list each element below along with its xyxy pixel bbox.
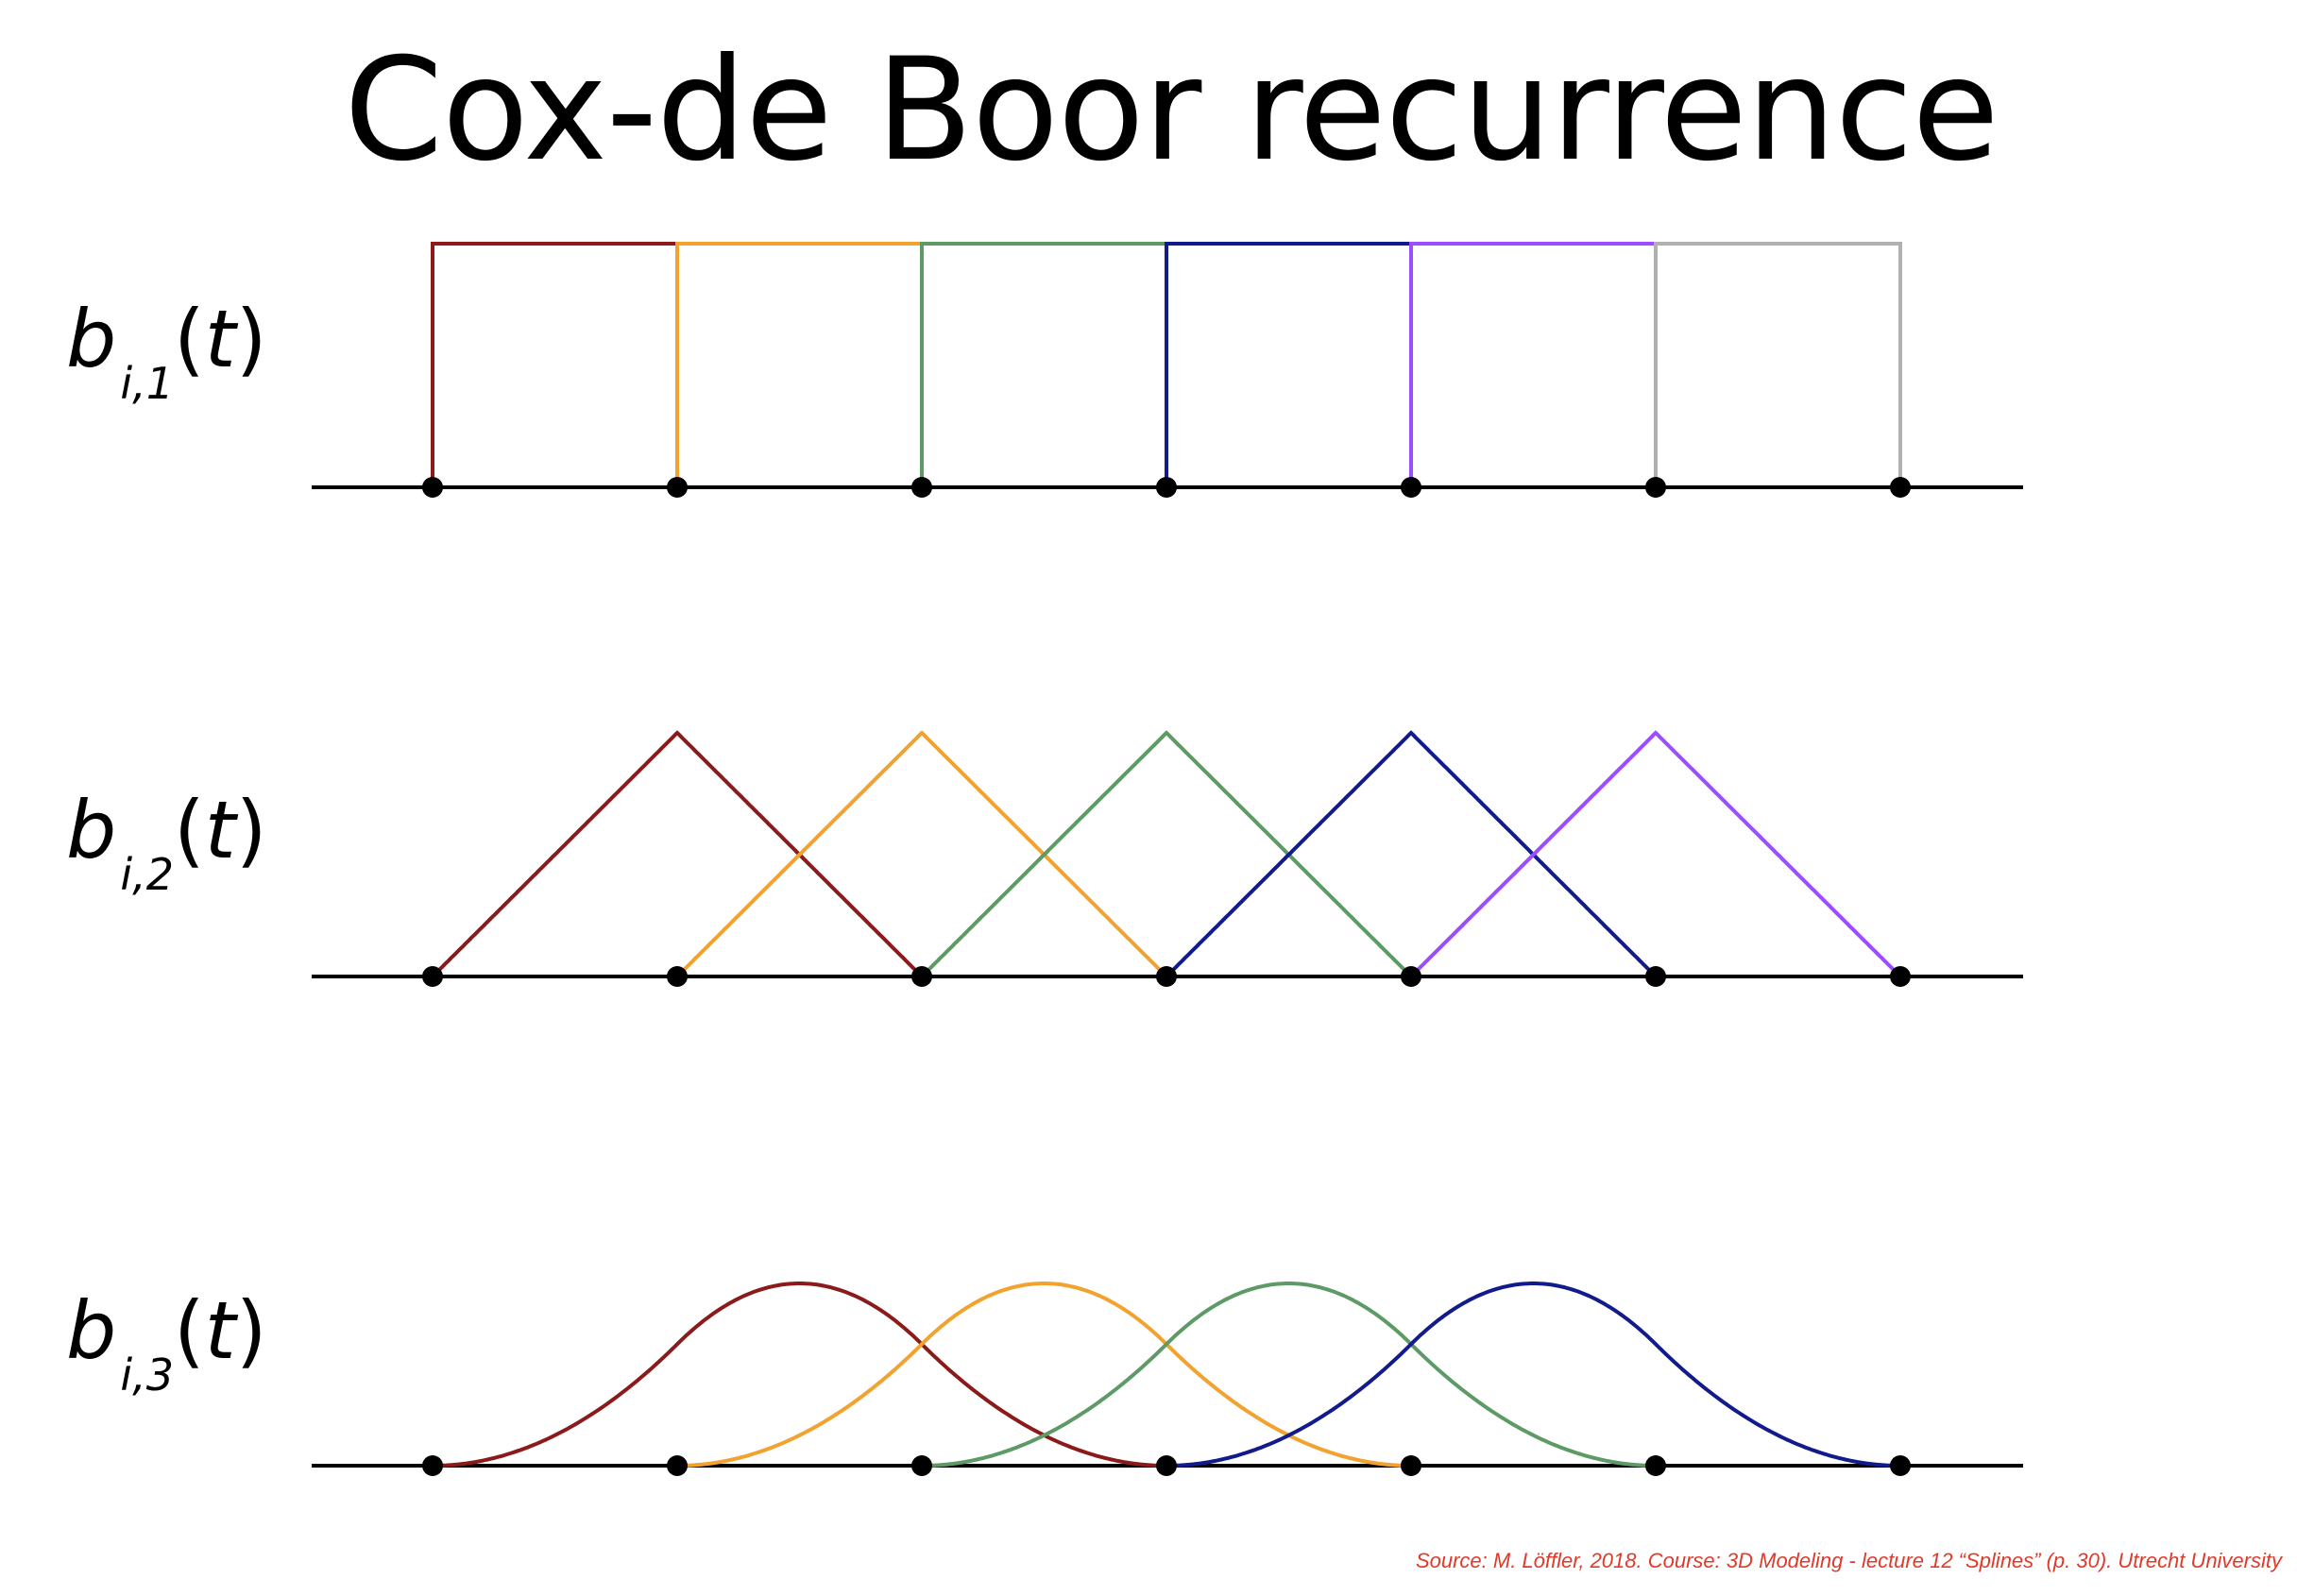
panel-order-2 xyxy=(312,730,2023,987)
basis-curve-4 xyxy=(1165,730,1658,978)
row-label-order-1: bi,1(t) xyxy=(66,293,267,409)
function-subscript: i,2 xyxy=(120,849,174,900)
function-subscript: i,1 xyxy=(120,358,174,409)
knot-point-2 xyxy=(911,966,932,987)
panel-order-3 xyxy=(312,1282,2023,1476)
knot-point-5 xyxy=(1645,477,1666,498)
basis-curve-3 xyxy=(920,730,1413,978)
knot-point-1 xyxy=(667,477,688,498)
knot-point-3 xyxy=(1156,1455,1177,1476)
knot-point-2 xyxy=(911,1455,932,1476)
row-label-order-3: bi,3(t) xyxy=(66,1284,267,1401)
source-citation: Source: M. Löffler, 2018. Course: 3D Mod… xyxy=(1415,1549,2282,1572)
knot-point-6 xyxy=(1890,966,1911,987)
basis-curve-2 xyxy=(675,730,1168,978)
knot-point-3 xyxy=(1156,966,1177,987)
knot-point-2 xyxy=(911,477,932,498)
basis-curve-2 xyxy=(677,1282,1411,1468)
knot-point-0 xyxy=(422,477,443,498)
knot-point-0 xyxy=(422,1455,443,1476)
knot-point-3 xyxy=(1156,477,1177,498)
basis-curve-3 xyxy=(922,1282,1656,1468)
basis-curve-4 xyxy=(1165,242,1413,487)
function-argument: (t) xyxy=(174,784,267,876)
knot-point-5 xyxy=(1645,966,1666,987)
basis-curve-6 xyxy=(1654,242,1902,487)
row-label-order-2: bi,2(t) xyxy=(66,784,267,900)
knot-point-5 xyxy=(1645,1455,1666,1476)
function-symbol: b xyxy=(66,784,117,876)
basis-curve-4 xyxy=(1166,1282,1900,1468)
basis-curve-1 xyxy=(433,1282,1166,1468)
basis-curve-2 xyxy=(675,242,924,487)
page-title: Cox-de Boor recurrence xyxy=(344,28,1999,193)
knot-point-1 xyxy=(667,1455,688,1476)
knot-point-0 xyxy=(422,966,443,987)
knot-point-1 xyxy=(667,966,688,987)
function-argument: (t) xyxy=(174,293,267,385)
function-symbol: b xyxy=(66,293,117,385)
function-subscript: i,3 xyxy=(120,1350,174,1401)
basis-curve-5 xyxy=(1409,730,1902,978)
basis-curve-3 xyxy=(920,242,1168,487)
knot-point-6 xyxy=(1890,477,1911,498)
basis-curve-1 xyxy=(431,730,924,978)
basis-curve-1 xyxy=(431,242,679,487)
knot-point-4 xyxy=(1401,966,1421,987)
knot-point-4 xyxy=(1401,477,1421,498)
panel-order-1 xyxy=(312,242,2023,498)
function-argument: (t) xyxy=(174,1284,267,1377)
function-symbol: b xyxy=(66,1284,117,1377)
basis-curve-5 xyxy=(1409,242,1658,487)
knot-point-6 xyxy=(1890,1455,1911,1476)
knot-point-4 xyxy=(1401,1455,1421,1476)
